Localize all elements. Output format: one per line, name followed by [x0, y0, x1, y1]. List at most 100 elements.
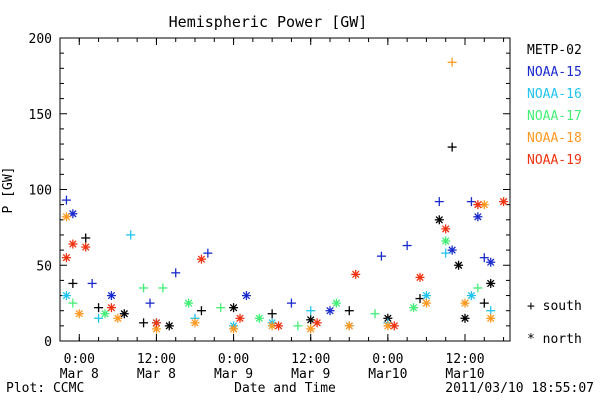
north-marker: [486, 257, 496, 267]
y-tick-label: 200: [29, 32, 52, 47]
x-tick-label-date: Mar 9: [291, 367, 330, 382]
north-marker: [486, 278, 496, 288]
x-tick-label-time: 12:00: [137, 352, 176, 367]
south-marker: [126, 230, 136, 240]
series-noaa-15: [61, 195, 496, 316]
north-marker: [235, 313, 245, 323]
x-tick-label-date: Mar10: [445, 367, 484, 382]
south-marker: [344, 306, 354, 316]
north-marker: [460, 313, 470, 323]
north-marker: [184, 298, 194, 308]
x-tick-label-time: 0:00: [372, 352, 403, 367]
north-marker: [415, 272, 425, 282]
plot-credit: Plot: CCMC: [6, 381, 84, 396]
north-marker: [473, 200, 483, 210]
x-tick-label-time: 0:00: [218, 352, 249, 367]
north-marker: [331, 298, 341, 308]
series-noaa-16: [61, 230, 496, 331]
south-marker: [139, 318, 149, 328]
south-marker: [216, 303, 226, 313]
south-marker: [196, 306, 206, 316]
south-marker: [68, 278, 78, 288]
legend-entry-metp-02: METP-02: [527, 43, 582, 58]
north-marker: [81, 242, 91, 252]
south-marker: [441, 248, 451, 258]
south-marker: [306, 306, 316, 316]
north-marker: [389, 321, 399, 331]
south-marker: [473, 283, 483, 293]
north-marker: [421, 298, 431, 308]
north-marker: [441, 224, 451, 234]
north-marker: [409, 303, 419, 313]
north-marker: [74, 309, 84, 319]
south-marker: [486, 306, 496, 316]
south-marker: [61, 195, 71, 205]
north-marker: [454, 260, 464, 270]
north-marker: [61, 291, 71, 301]
north-marker: [106, 291, 116, 301]
north-marker: [499, 197, 509, 207]
chart-title: Hemispheric Power [GW]: [169, 13, 368, 31]
south-marker: [68, 298, 78, 308]
series-noaa-17: [68, 236, 483, 331]
south-marker: [267, 309, 277, 319]
south-marker: [479, 253, 489, 263]
north-marker: [344, 321, 354, 331]
south-marker: [376, 251, 386, 261]
south-marker: [145, 298, 155, 308]
south-marker: [158, 283, 168, 293]
north-marker: [274, 321, 284, 331]
north-marker: [100, 309, 110, 319]
north-marker: [434, 215, 444, 225]
y-tick-label: 150: [29, 108, 52, 123]
south-marker: [479, 298, 489, 308]
x-tick-label-time: 12:00: [291, 352, 330, 367]
south-marker: [447, 57, 457, 67]
north-marker: [164, 321, 174, 331]
north-marker: [119, 309, 129, 319]
y-axis-ticks: 0 50 100 150 200: [29, 32, 510, 350]
y-tick-label: 0: [44, 335, 52, 350]
north-marker: [306, 324, 316, 334]
north-marker: [61, 212, 71, 222]
y-tick-label: 100: [29, 184, 52, 199]
south-marker: [293, 321, 303, 331]
north-marker: [61, 253, 71, 263]
north-marker: [312, 318, 322, 328]
x-tick-label-date: Mar 8: [60, 367, 99, 382]
north-marker: [421, 291, 431, 301]
x-tick-label-date: Mar 9: [214, 367, 253, 382]
marker-legend: + south * north: [527, 299, 582, 347]
north-marker: [68, 239, 78, 249]
north-marker: [351, 269, 361, 279]
x-tick-label-date: Mar10: [368, 367, 407, 382]
south-marker: [94, 313, 104, 323]
legend-entry-noaa-18: NOAA-18: [527, 131, 582, 146]
legend: METP-02 NOAA-15 NOAA-16 NOAA-17 NOAA-18 NOAA-…: [527, 43, 582, 168]
north-marker: [447, 245, 457, 255]
north-marker: [190, 318, 200, 328]
series-noaa-19: [61, 197, 509, 331]
y-tick-label: 50: [36, 259, 52, 274]
south-marker: [286, 298, 296, 308]
north-marker: [113, 313, 123, 323]
north-marker: [441, 236, 451, 246]
marker-legend-south: + south: [527, 299, 582, 314]
data-points: [61, 57, 509, 334]
x-tick-label-time: 0:00: [64, 352, 95, 367]
north-marker: [151, 318, 161, 328]
north-marker: [241, 291, 251, 301]
south-marker: [447, 142, 457, 152]
south-marker: [94, 303, 104, 313]
south-marker: [434, 197, 444, 207]
north-marker: [466, 291, 476, 301]
series-noaa-18: [61, 57, 496, 334]
north-marker: [229, 303, 239, 313]
marker-legend-north: * north: [527, 332, 582, 347]
south-marker: [402, 241, 412, 251]
x-tick-label-time: 12:00: [445, 352, 484, 367]
north-marker: [196, 254, 206, 264]
x-tick-label-date: Mar 8: [137, 367, 176, 382]
south-marker: [139, 283, 149, 293]
